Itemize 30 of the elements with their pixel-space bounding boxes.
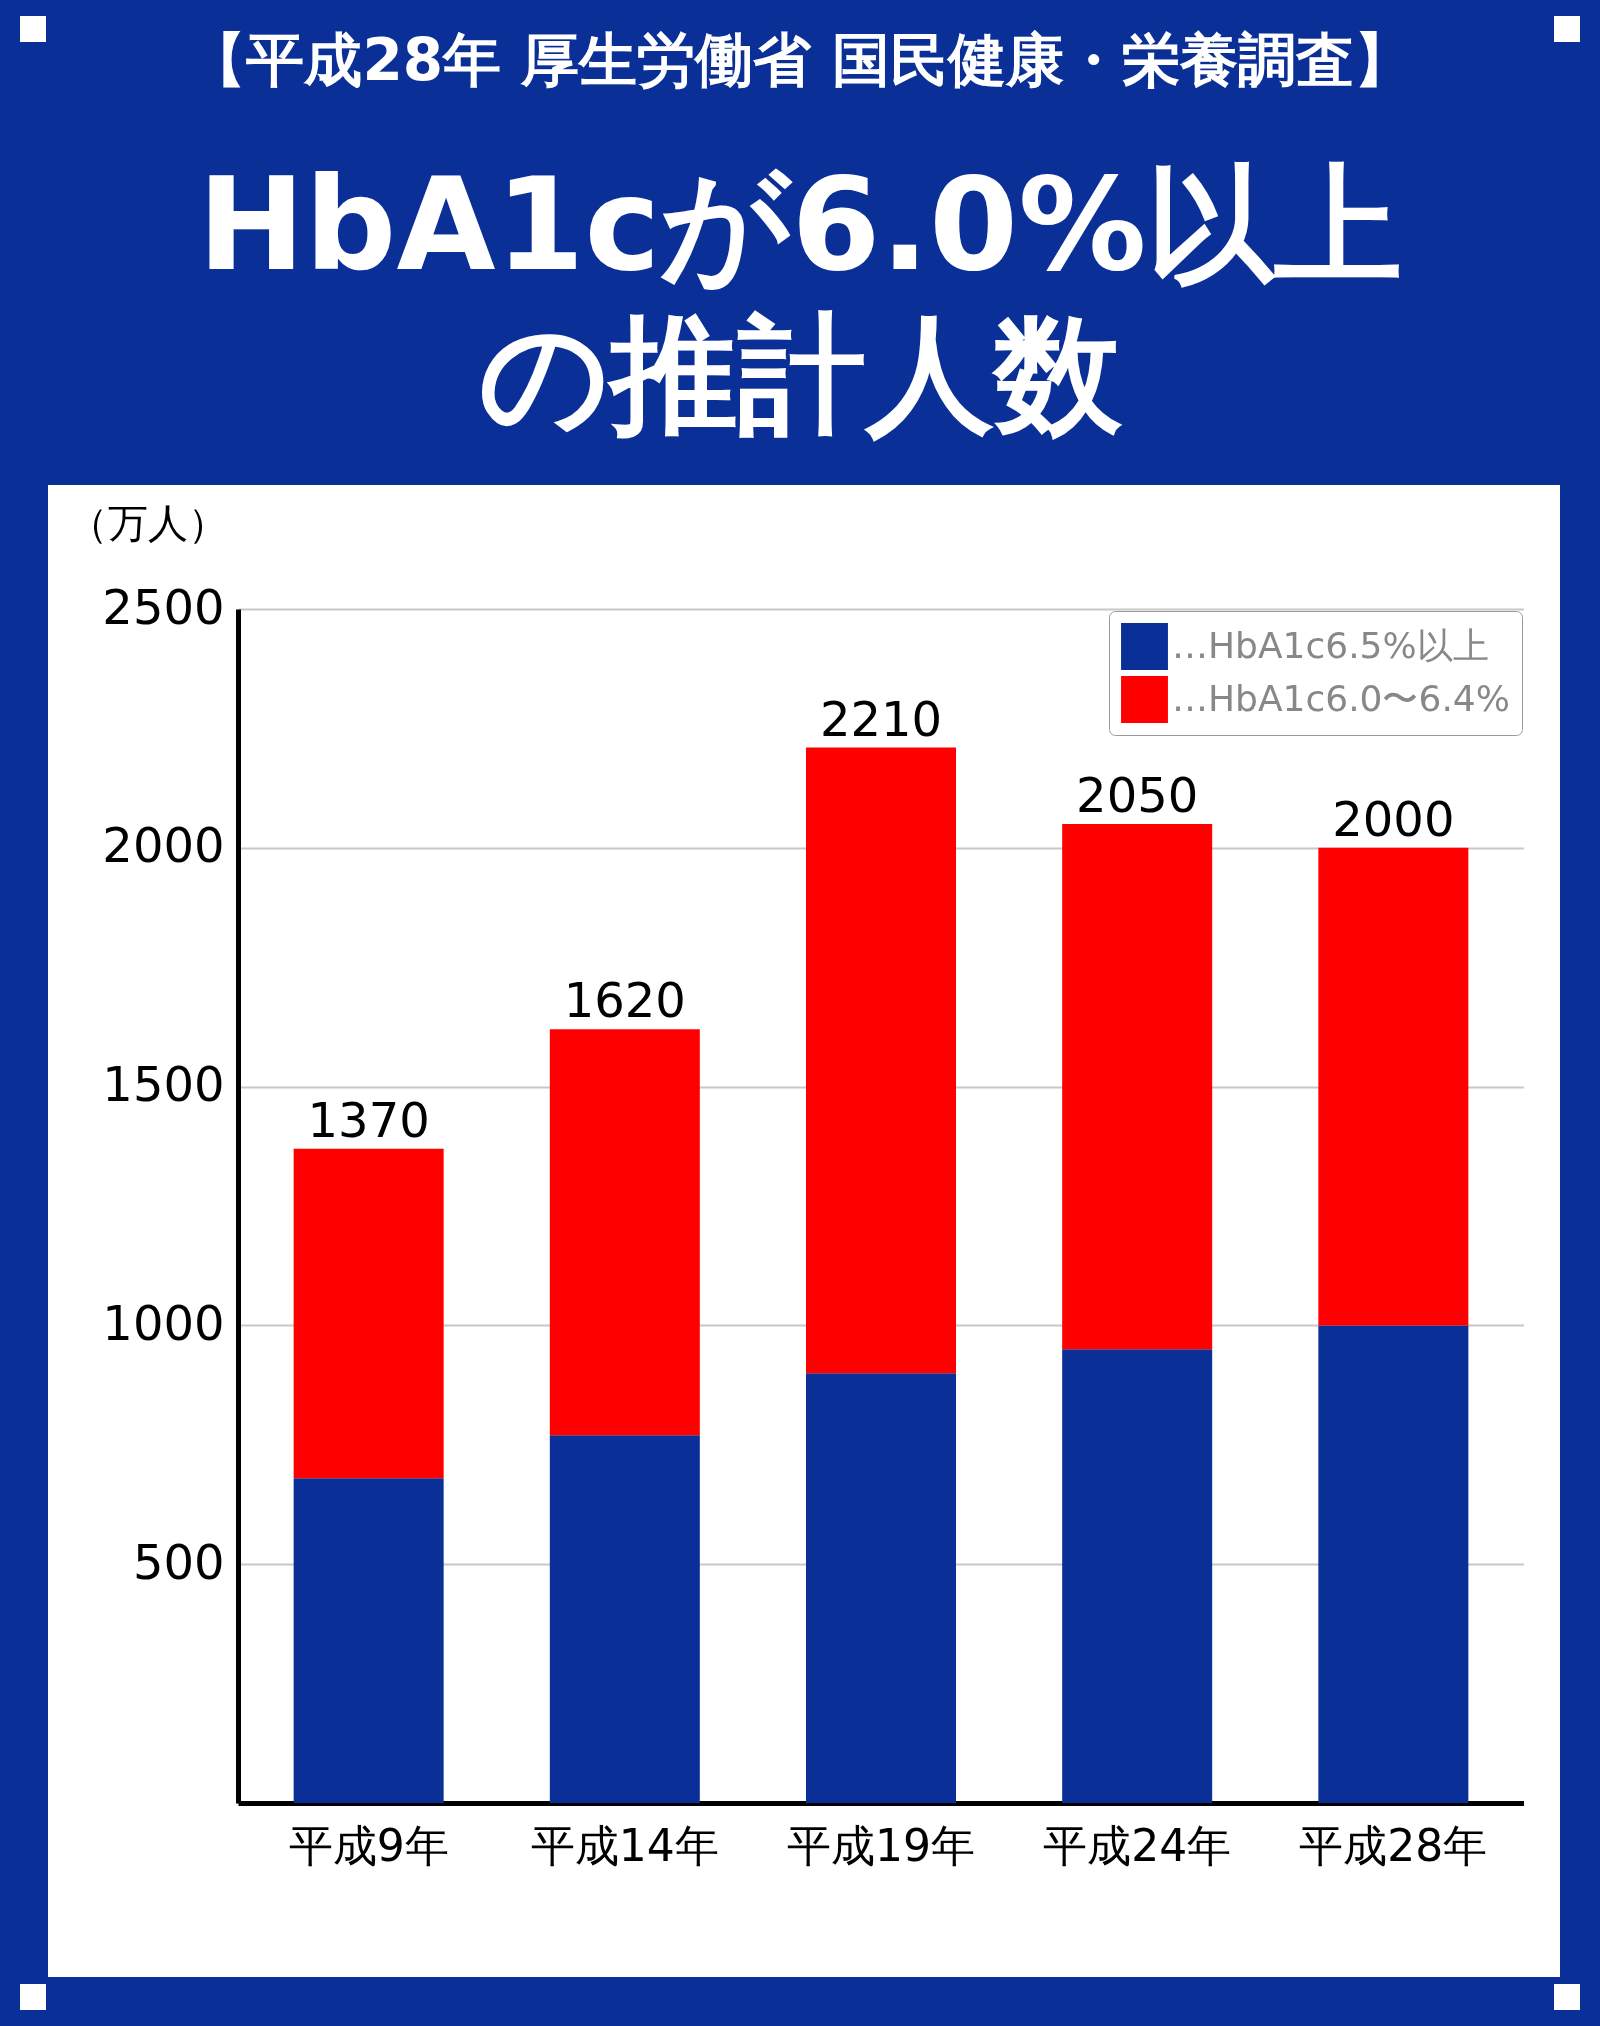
y-tick-label: 500 <box>132 1533 225 1590</box>
bar <box>1318 1325 1469 1803</box>
bar <box>549 1029 700 1436</box>
bar <box>1318 847 1469 1326</box>
x-tick-label: 平成24年 <box>1043 1819 1232 1871</box>
x-tick-label: 平成9年 <box>288 1819 449 1871</box>
chart-subtitle: 【平成28年 厚生労働省 国民健康・栄養調査】 <box>187 25 1413 96</box>
total-label: 2050 <box>1076 766 1199 823</box>
x-tick-label: 平成19年 <box>787 1819 975 1871</box>
bar <box>293 1148 444 1479</box>
x-tick-label: 平成28年 <box>1299 1819 1488 1871</box>
bar <box>293 1478 444 1803</box>
total-label: 1370 <box>307 1091 430 1148</box>
bar <box>1062 823 1213 1350</box>
bar <box>549 1435 700 1803</box>
total-label: 2210 <box>819 690 943 747</box>
chart-title: HbA1cが6.0%以上の推計人数 <box>196 150 1404 450</box>
y-axis-title: （万人） <box>68 500 228 546</box>
bar <box>806 1373 956 1803</box>
total-label: 2000 <box>1332 790 1455 847</box>
y-tick-label: 2000 <box>102 817 225 874</box>
legend-label: …HbA1c6.0〜6.4% <box>1172 677 1510 719</box>
total-label: 1620 <box>563 972 686 1029</box>
bar <box>1062 1349 1213 1803</box>
bar <box>806 747 956 1374</box>
y-tick-label: 1500 <box>102 1056 225 1113</box>
y-tick-label: 2500 <box>102 578 225 635</box>
y-tick-label: 1000 <box>102 1294 225 1351</box>
legend-label: …HbA1c6.5%以上 <box>1172 624 1489 666</box>
x-tick-label: 平成14年 <box>530 1819 719 1871</box>
